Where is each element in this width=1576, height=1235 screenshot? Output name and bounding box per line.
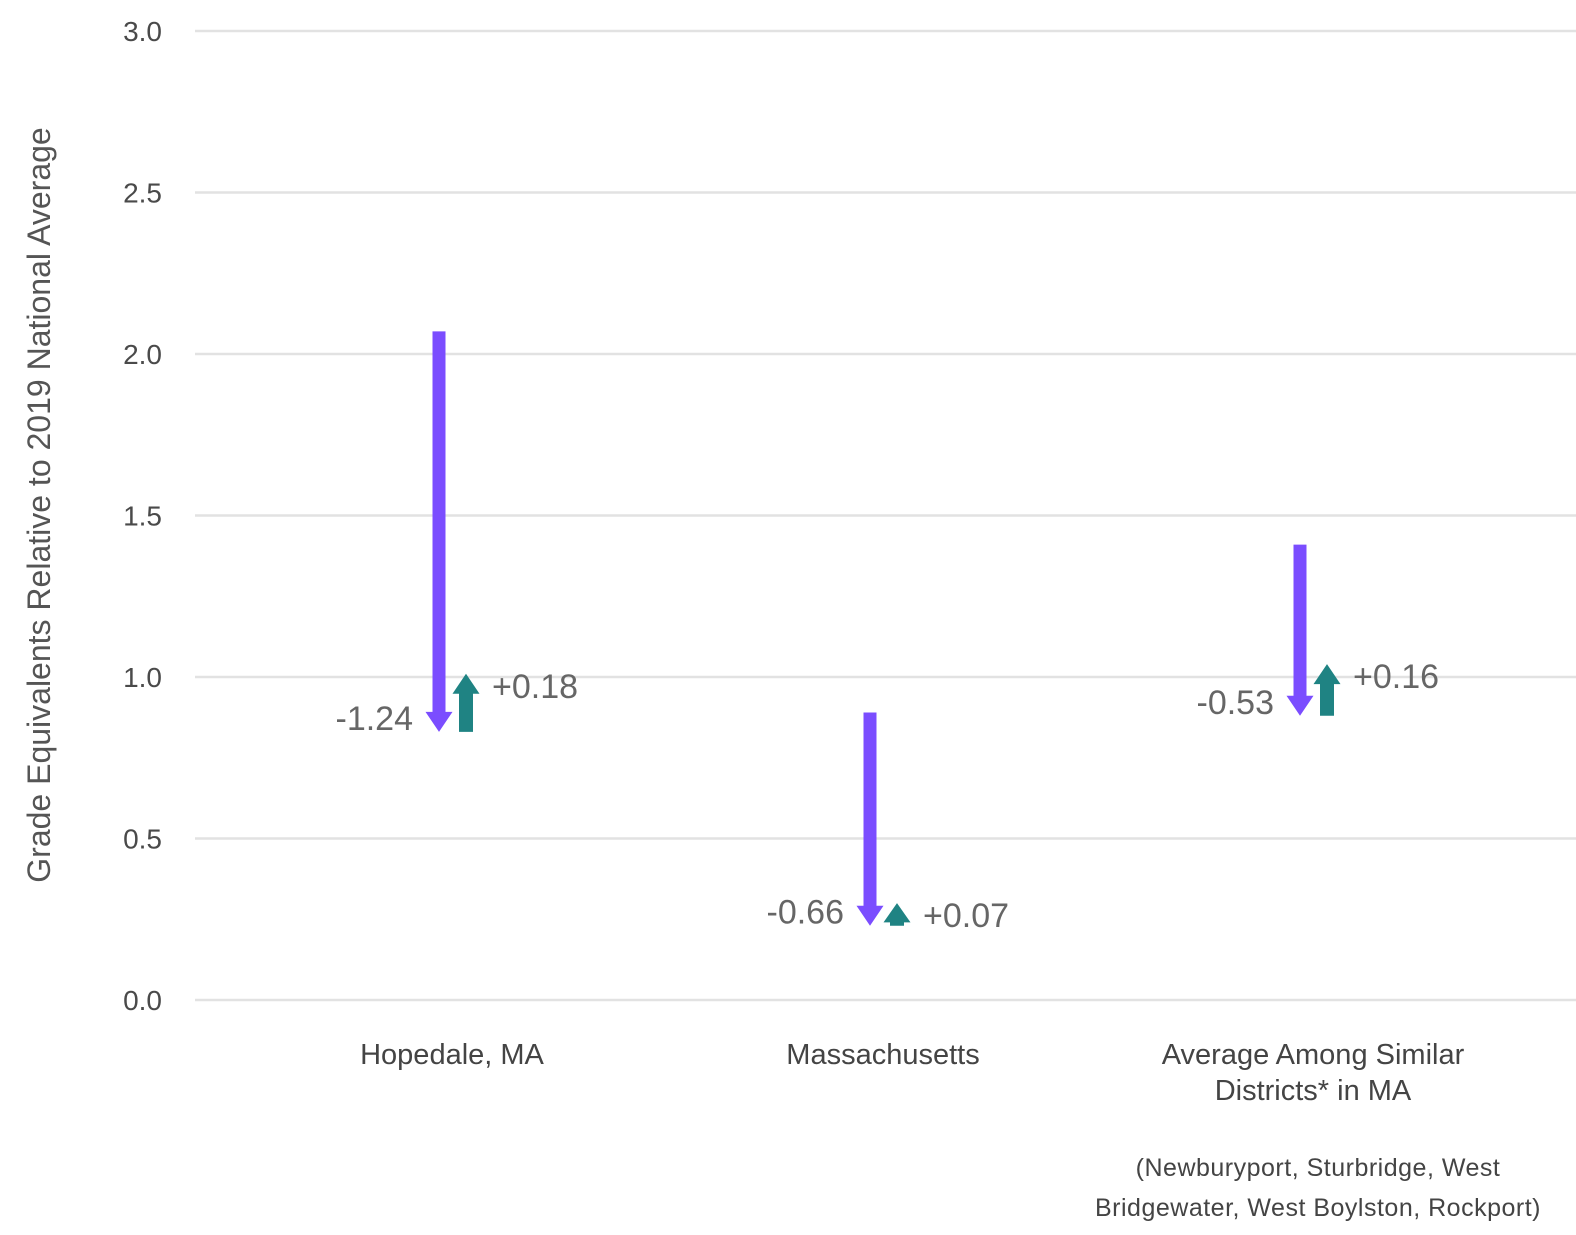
y-tick-label: 2.5 [123, 178, 162, 209]
decline-label: -0.66 [767, 894, 845, 932]
footnote-line-2: Bridgewater, West Boylston, Rockport) [1095, 1194, 1541, 1222]
gridlines [195, 29, 1576, 1002]
y-tick-label: 0.5 [123, 824, 162, 855]
category-label: Districts* in MA [1215, 1075, 1412, 1107]
category-label: Massachusetts [786, 1039, 979, 1071]
y-tick-label: 3.0 [123, 16, 162, 47]
footnote-line-1: (Newburyport, Sturbridge, West [1136, 1154, 1501, 1182]
y-tick-labels: 0.0 0.5 1.0 1.5 2.0 2.5 3.0 [123, 16, 162, 1016]
recovery-label: +0.16 [1353, 658, 1439, 696]
category-label: Average Among Similar [1162, 1039, 1465, 1071]
recovery-arrow [452, 673, 480, 732]
decline-arrow [1286, 544, 1314, 716]
decline-label: -1.24 [336, 700, 414, 738]
recovery-arrow [1313, 664, 1341, 716]
category-label: Hopedale, MA [360, 1039, 544, 1071]
y-tick-label: 1.0 [123, 662, 162, 693]
recovery-label: +0.18 [492, 668, 578, 706]
y-axis-title: Grade Equivalents Relative to 2019 Natio… [21, 127, 57, 882]
category-labels: Hopedale, MA Massachusetts Average Among S… [360, 1039, 1464, 1107]
y-tick-label: 0.0 [123, 985, 162, 1016]
decline-arrow [425, 331, 453, 732]
decline-label: -0.53 [1197, 684, 1275, 722]
data-labels: -1.24 -0.66 -0.53 +0.18 +0.07 +0.16 [336, 658, 1440, 935]
y-tick-label: 1.5 [123, 501, 162, 532]
decline-arrow [856, 712, 884, 926]
arrow-marks [425, 331, 1341, 926]
recovery-arrow [883, 903, 911, 926]
y-tick-label: 2.0 [123, 339, 162, 370]
recovery-label: +0.07 [923, 897, 1009, 935]
